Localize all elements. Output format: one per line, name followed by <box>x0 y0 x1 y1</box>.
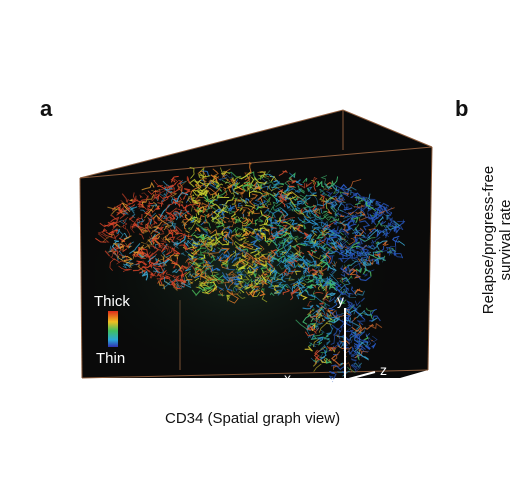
axis-label-x: x <box>284 370 291 386</box>
vessel-network <box>95 161 406 383</box>
panel-b-ylabel-line2: survival rate <box>497 199 514 281</box>
panel-b-ylabel: Relapse/progress-free survival rate <box>480 166 514 314</box>
axis-label-z: z <box>380 362 387 378</box>
panel-letter-b: b <box>455 96 469 121</box>
panel-letter-a: a <box>40 96 53 121</box>
orientation-axes <box>297 308 376 382</box>
panel-b-ylabel-line1: Relapse/progress-free <box>480 165 497 315</box>
colorbar-bottom-label: Thin <box>96 350 125 367</box>
axis-label-y: y <box>337 292 344 308</box>
thickness-colorbar <box>108 311 118 347</box>
colorbar-top-label: Thick <box>94 293 130 310</box>
figure-caption: CD34 (Spatial graph view) <box>165 410 341 427</box>
